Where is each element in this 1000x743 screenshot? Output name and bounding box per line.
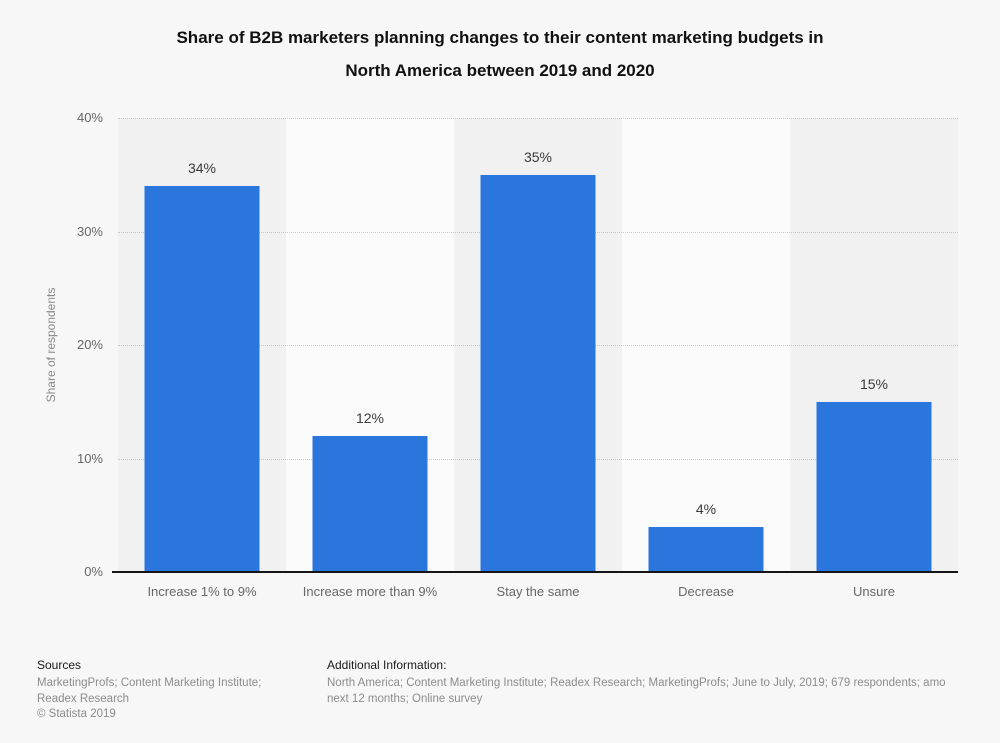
additional-info-heading: Additional Information: [327, 658, 447, 672]
chart-title-line2: North America between 2019 and 2020 [345, 61, 655, 80]
x-axis-label: Increase 1% to 9% [147, 584, 257, 599]
bar [144, 186, 260, 572]
additional-info-block: Additional Information: North America; C… [327, 657, 1000, 707]
category-column: 4% [622, 118, 790, 572]
y-tick-label: 0% [84, 564, 103, 579]
x-axis-label: Stay the same [496, 584, 580, 599]
x-axis-label: Decrease [678, 584, 734, 599]
gridline [118, 118, 958, 119]
bar-value-label: 34% [187, 160, 217, 177]
sources-line: Readex Research [37, 692, 130, 705]
sources-heading: Sources [37, 658, 82, 672]
category-column: 12% [286, 118, 454, 572]
bar-value-label: 4% [695, 500, 717, 517]
category-column: 35% [454, 118, 622, 572]
x-axis-line [112, 571, 958, 573]
x-axis-label: Unsure [853, 584, 895, 599]
sources-block: Sources MarketingProfs; Content Marketin… [37, 657, 317, 723]
bar-value-label: 15% [859, 375, 889, 392]
y-tick-label: 20% [76, 337, 103, 352]
copyright-notice: © Statista 2019 [37, 708, 116, 720]
bar-value-label: 12% [355, 409, 385, 426]
additional-info-line: next 12 months; Online survey [327, 692, 483, 705]
y-tick-label: 30% [76, 224, 103, 239]
bar [480, 174, 596, 572]
bar [312, 435, 428, 572]
bar-value-label: 35% [523, 148, 553, 165]
bar [816, 401, 932, 572]
chart-title-line1: Share of B2B marketers planning changes … [176, 28, 824, 47]
x-axis-label: Increase more than 9% [302, 584, 438, 599]
sources-line: MarketingProfs; Content Marketing Instit… [37, 677, 262, 689]
bars-layer: 34% 12% 35% 4% 15% [118, 118, 958, 572]
bar [648, 526, 764, 572]
x-axis-labels: Increase 1% to 9% Increase more than 9% … [118, 584, 958, 599]
category-column: 15% [790, 118, 958, 572]
additional-info-line: North America; Content Marketing Institu… [327, 677, 946, 689]
y-tick-label: 10% [76, 451, 103, 466]
chart-title: Share of B2B marketers planning changes … [50, 21, 950, 87]
plot-area: 34% 12% 35% 4% 15% [118, 118, 958, 572]
y-tick-label: 40% [76, 110, 103, 125]
category-column: 34% [118, 118, 286, 572]
